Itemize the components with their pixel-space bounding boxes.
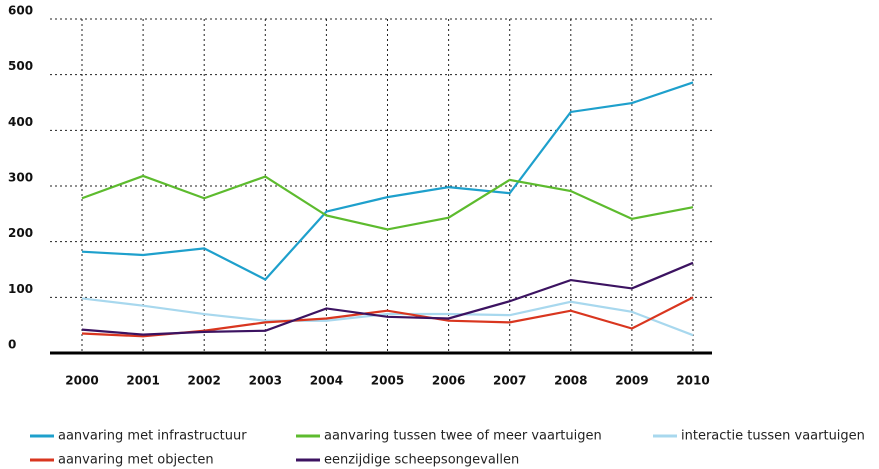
legend-label: eenzijdige scheepsongevallen [324, 453, 519, 468]
y-tick-label: 0 [8, 338, 16, 352]
legend-label: aanvaring met objecten [58, 453, 214, 468]
series-line [81, 297, 694, 337]
x-tick-label: 2006 [432, 374, 465, 388]
y-tick-label: 100 [8, 282, 33, 296]
x-tick-label: 2004 [310, 374, 343, 388]
x-tick-label: 2010 [676, 374, 709, 388]
legend-label: aanvaring met infrastructuur [58, 429, 247, 444]
x-tick-label: 2001 [126, 374, 159, 388]
x-tick-label: 2002 [187, 374, 220, 388]
series-line [81, 261, 694, 336]
x-tick-label: 2000 [65, 374, 98, 388]
y-tick-label: 200 [8, 226, 33, 240]
legend-label: aanvaring tussen twee of meer vaartuigen [324, 429, 602, 444]
series-line [81, 81, 694, 281]
x-tick-label: 2008 [554, 374, 587, 388]
y-tick-label: 400 [8, 115, 33, 129]
series-line [81, 174, 694, 231]
y-tick-label: 300 [8, 171, 33, 185]
x-tick-label: 2007 [493, 374, 526, 388]
y-tick-label: 600 [8, 4, 33, 18]
y-tick-label: 500 [8, 59, 33, 73]
x-tick-label: 2003 [249, 374, 282, 388]
x-tick-label: 2009 [615, 374, 648, 388]
legend-label: interactie tussen vaartuigen [681, 429, 865, 444]
x-tick-label: 2005 [371, 374, 404, 388]
